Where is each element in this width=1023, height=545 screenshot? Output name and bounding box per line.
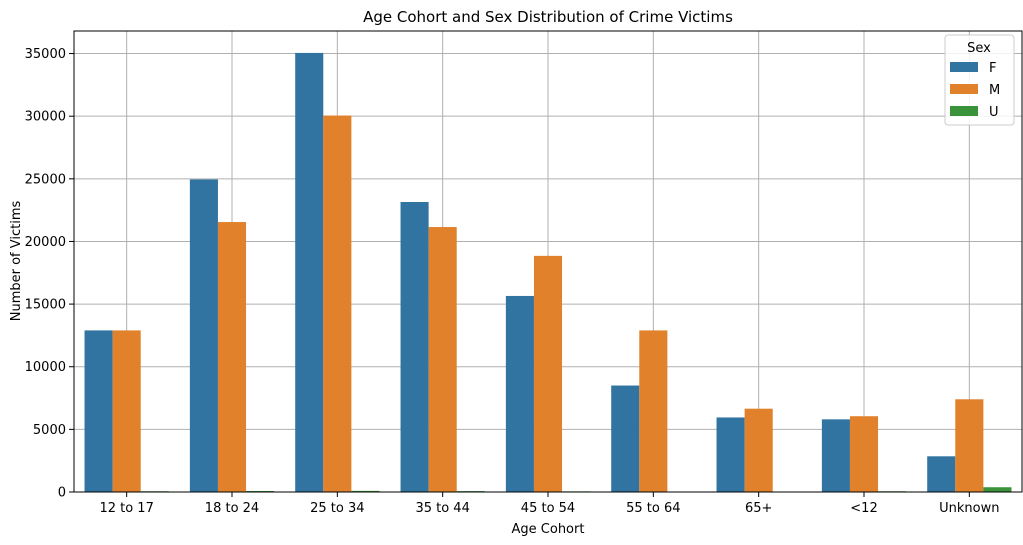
bar-F-4 [505,295,534,492]
bar-M-7 [849,416,879,492]
y-tick-label: 20000 [25,235,66,250]
bar-M-2 [323,115,352,493]
legend-swatch-F [950,62,978,72]
y-tick-label: 25000 [25,172,66,187]
x-tick-label: 35 to 44 [415,501,469,516]
bar-F-7 [821,419,850,492]
x-tick-label: <12 [850,501,877,516]
bar-F-2 [295,52,324,493]
bar-M-4 [533,255,563,492]
legend-swatch-M [950,84,978,94]
y-tick-label: 35000 [25,47,66,62]
legend-label-U: U [989,105,999,120]
y-tick-label: 15000 [25,298,66,313]
legend-swatch-U [950,106,978,116]
y-tick-label: 5000 [33,423,66,438]
bar-M-3 [428,227,457,492]
x-tick-label: Unknown [939,501,999,516]
bar-F-3 [400,201,429,493]
legend-frame [944,34,1015,126]
bar-M-8 [955,399,984,492]
x-axis: 12 to 17 18 to 24 25 to 34 35 to 44 45 to 54… [99,492,1000,516]
legend: Sex FMU [944,34,1015,126]
x-tick-label: 45 to 54 [521,501,575,516]
bar-F-8 [927,456,956,492]
bar-F-6 [716,417,745,492]
x-tick-label: 25 to 34 [310,501,364,516]
bar-F-1 [189,179,218,492]
bar-M-6 [744,408,773,492]
chart-title: Age Cohort and Sex Distribution of Crime… [363,8,733,26]
bar-F-5 [611,385,640,492]
bar-U-2 [351,490,380,492]
x-tick-label: 18 to 24 [205,501,259,516]
x-tick-label: 55 to 64 [626,501,680,516]
legend-title: Sex [967,41,991,56]
y-axis: 0 5000 10000 15000 20000 25000 30000 35000 [25,47,74,501]
y-tick-label: 0 [58,486,66,501]
bar-M-0 [112,330,141,492]
bars [84,52,1012,493]
x-tick-label: 12 to 17 [99,501,153,516]
legend-label-F: F [989,61,996,76]
bar-U-1 [246,490,275,492]
bar-M-5 [639,330,668,492]
y-tick-label: 30000 [25,110,66,125]
bar-F-0 [84,330,113,492]
x-axis-title: Age Cohort [512,522,585,537]
legend-label-M: M [989,83,1000,98]
x-tick-label: 65+ [745,501,772,516]
y-axis-title: Number of Victims [9,201,24,322]
bar-U-8 [983,487,1012,492]
bar-M-1 [217,222,247,492]
y-tick-label: 10000 [25,360,66,375]
